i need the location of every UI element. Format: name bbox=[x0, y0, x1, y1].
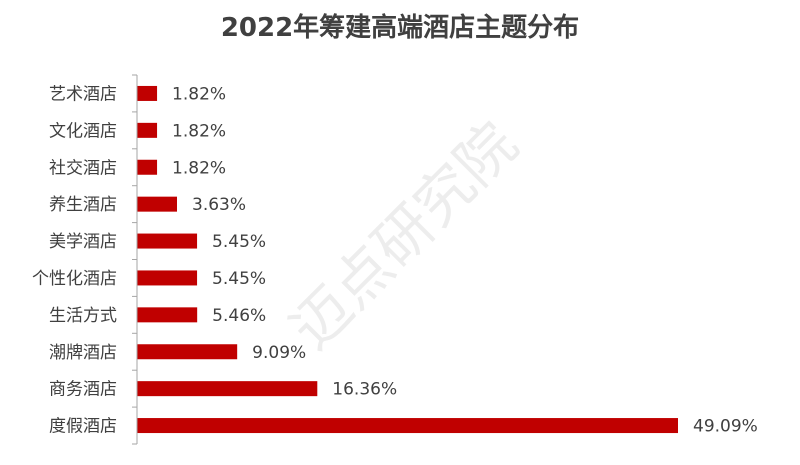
bar-3 bbox=[137, 159, 158, 175]
value-label-1: 1.82% bbox=[172, 84, 226, 104]
value-label-6: 5.45% bbox=[212, 269, 266, 289]
bar-9 bbox=[137, 381, 318, 397]
category-label-2: 文化酒店 bbox=[49, 121, 117, 141]
value-label-4: 3.63% bbox=[192, 195, 246, 215]
value-label-3: 1.82% bbox=[172, 158, 226, 178]
bar-10 bbox=[137, 418, 678, 434]
chart-title: 2022年筹建高端酒店主题分布 bbox=[221, 12, 579, 43]
category-label-4: 养生酒店 bbox=[49, 195, 117, 215]
category-label-7: 生活方式 bbox=[49, 306, 117, 326]
category-label-5: 美学酒店 bbox=[49, 232, 117, 252]
category-label-3: 社交酒店 bbox=[49, 158, 117, 178]
value-label-2: 1.82% bbox=[172, 121, 226, 141]
category-label-6: 个性化酒店 bbox=[32, 269, 117, 289]
value-label-7: 5.46% bbox=[212, 306, 266, 326]
value-label-5: 5.45% bbox=[212, 232, 266, 252]
bar-1 bbox=[137, 85, 158, 101]
category-label-1: 艺术酒店 bbox=[49, 84, 117, 104]
bar-4 bbox=[137, 196, 178, 212]
value-label-10: 49.09% bbox=[693, 417, 758, 437]
bar-7 bbox=[137, 307, 198, 323]
bar-8 bbox=[137, 344, 238, 360]
category-label-10: 度假酒店 bbox=[49, 417, 117, 437]
bar-2 bbox=[137, 122, 158, 138]
category-label-8: 潮牌酒店 bbox=[49, 343, 117, 363]
bar-6 bbox=[137, 270, 198, 286]
watermark: 迈点研究院 bbox=[277, 109, 530, 362]
value-label-9: 16.36% bbox=[332, 380, 397, 400]
value-label-8: 9.09% bbox=[252, 343, 306, 363]
category-label-9: 商务酒店 bbox=[49, 380, 117, 400]
bar-5 bbox=[137, 233, 198, 249]
plot-area: 艺术酒店 1.82% 文化酒店 1.82% 社交酒店 1.82% 养生酒店 3.63% 美学酒店… bbox=[32, 74, 758, 445]
